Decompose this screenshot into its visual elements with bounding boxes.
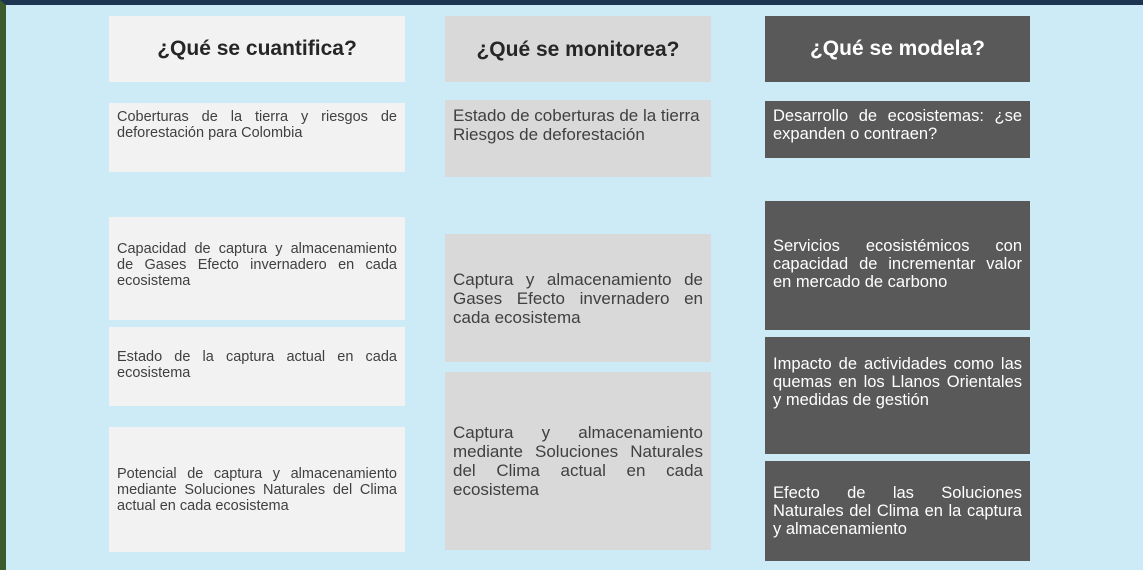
model-item: Desarrollo de ecosistemas: ¿se expanden … xyxy=(765,101,1030,158)
model-item: Efecto de las Soluciones Naturales del C… xyxy=(765,461,1030,561)
model-item: Servicios ecosistémicos con capacidad de… xyxy=(765,201,1030,330)
monitor-line: Estado de coberturas de la tierra xyxy=(453,106,700,125)
monitor-item: Estado de coberturas de la tierra Riesgo… xyxy=(445,100,711,177)
monitor-line: Riesgos de deforestación xyxy=(453,125,645,144)
model-item: Impacto de actividades como las quemas e… xyxy=(765,337,1030,454)
quantify-item: Estado de la captura actual en cada ecos… xyxy=(109,327,405,406)
quantify-item: Capacidad de captura y almacenamiento de… xyxy=(109,217,405,320)
column-header: ¿Qué se cuantifica? xyxy=(109,16,405,82)
quantify-item: Potencial de captura y almacenamiento me… xyxy=(109,427,405,552)
monitor-item: Captura y almacenamiento de Gases Efecto… xyxy=(445,234,711,362)
column-header: ¿Qué se monitorea? xyxy=(445,16,711,82)
monitor-item: Captura y almacenamiento mediante Soluci… xyxy=(445,372,711,550)
column-header: ¿Qué se modela? xyxy=(765,16,1030,82)
quantify-item: Coberturas de la tierra y riesgos de def… xyxy=(109,103,405,172)
